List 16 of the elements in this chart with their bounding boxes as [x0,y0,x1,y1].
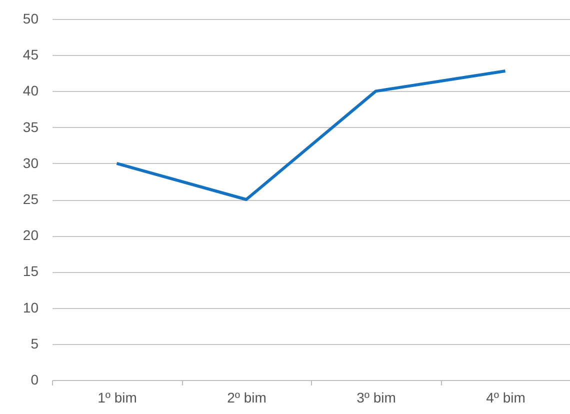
y-tick-label: 15 [22,263,39,280]
y-tick-label: 30 [22,154,39,171]
y-tick-label: 5 [30,335,39,352]
line-series [115,69,507,201]
y-tick-label: 25 [22,191,39,207]
y-tick-label: 20 [22,227,39,244]
y-tick-label: 0 [30,372,39,388]
x-tick-label: 1º bim [98,390,137,406]
y-tick-label: 45 [22,46,39,63]
x-tick-label: 3º bim [356,390,396,406]
y-tick-label: 10 [22,299,39,316]
x-tick-label: 4º bim [486,390,526,406]
x-tick-label: 2º bim [227,390,266,406]
y-tick-label: 35 [22,118,39,135]
y-tick-label: 40 [22,82,39,99]
y-tick-label: 50 [22,10,39,26]
